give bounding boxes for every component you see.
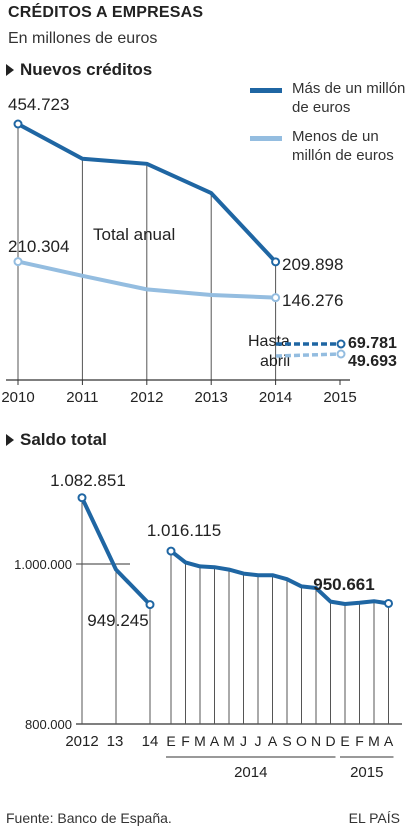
label-monthly-last: 950.661 xyxy=(313,575,374,594)
x-tick-label: E xyxy=(340,733,349,749)
label-annual-first: 1.082.851 xyxy=(50,471,126,490)
year-group-label: 2014 xyxy=(234,764,267,781)
triangle-bullet-icon xyxy=(6,64,14,76)
x-tick-label: N xyxy=(311,733,321,749)
x-tick-label: D xyxy=(325,733,335,749)
x-tick-label: 2011 xyxy=(66,389,98,406)
brand-logo: EL PAÍS xyxy=(348,810,400,826)
x-tick-label: 2014 xyxy=(259,389,292,406)
section-new-credits-label: Nuevos créditos xyxy=(20,60,153,79)
series-line-large xyxy=(17,122,278,264)
partial-label-line2: abril xyxy=(260,353,290,370)
y-tick-label: 800.000 xyxy=(25,717,72,732)
data-point xyxy=(13,119,23,129)
x-tick-label: M xyxy=(368,733,380,749)
x-tick-label: S xyxy=(282,733,291,749)
x-tick-label: O xyxy=(296,733,307,749)
x-tick-label: 2012 xyxy=(130,389,163,406)
data-point xyxy=(13,257,23,267)
x-tick-label: E xyxy=(166,733,175,749)
legend-label-large: Más de un millón de euros xyxy=(292,80,406,116)
partial-point-large xyxy=(336,339,346,349)
y-tick-label: 1.000.000 xyxy=(14,557,72,572)
section-total-balance: Saldo total xyxy=(6,430,107,450)
annotation-total-anual: Total anual xyxy=(93,225,175,244)
new-credits-chart: 2010 2011 2012 2013 2014 2015 454.723 210.304 20… xyxy=(1,95,397,406)
x-tick-label: 13 xyxy=(107,733,124,750)
source-note: Fuente: Banco de España. xyxy=(6,810,172,826)
data-point xyxy=(145,600,155,610)
chart-subtitle: En millones de euros xyxy=(8,30,158,47)
partial-point-small xyxy=(336,349,346,359)
data-point xyxy=(166,546,176,556)
x-tick-label: 2013 xyxy=(195,389,228,406)
partial-value-small: 49.693 xyxy=(348,353,397,370)
x-tick-label: J xyxy=(255,733,262,749)
section-total-balance-label: Saldo total xyxy=(20,430,107,449)
x-tick-label: 14 xyxy=(142,733,159,750)
series-line-small xyxy=(17,259,276,300)
x-tick-label: F xyxy=(181,733,190,749)
partial-dash-small xyxy=(275,352,342,358)
series-line-annual xyxy=(80,496,152,606)
label-2010-large: 454.723 xyxy=(8,95,69,114)
year-group-label: 2015 xyxy=(350,764,383,781)
x-tick-label: 2012 xyxy=(65,733,98,750)
partial-value-large: 69.781 xyxy=(348,335,397,352)
label-2014-small: 146.276 xyxy=(282,291,343,310)
x-tick-label: A xyxy=(268,733,278,749)
x-tick-label: M xyxy=(223,733,235,749)
section-new-credits: Nuevos créditos xyxy=(6,60,152,80)
data-point xyxy=(77,493,87,503)
triangle-bullet-icon xyxy=(6,434,14,446)
legend-swatch-dark xyxy=(250,88,282,93)
label-monthly-first: 1.016.115 xyxy=(147,521,221,540)
x-tick-label: F xyxy=(355,733,364,749)
x-tick-label: 2015 xyxy=(323,389,356,406)
x-tick-label: M xyxy=(194,733,206,749)
data-point xyxy=(384,598,393,608)
x-tick-label: A xyxy=(384,733,394,749)
chart-title: CRÉDITOS A EMPRESAS xyxy=(8,4,204,21)
x-tick-label: 2010 xyxy=(1,389,34,406)
legend-label-small: Menos de un millón de euros xyxy=(292,128,394,164)
x-tick-label: A xyxy=(210,733,220,749)
label-annual-last: 949.245 xyxy=(87,611,148,630)
legend-swatch-light xyxy=(250,136,282,141)
series-line-monthly xyxy=(169,549,389,606)
label-2014-large: 209.898 xyxy=(282,255,343,274)
data-point xyxy=(271,257,281,267)
data-point xyxy=(271,293,281,303)
label-2010-small: 210.304 xyxy=(8,237,69,256)
x-tick-label: J xyxy=(240,733,247,749)
